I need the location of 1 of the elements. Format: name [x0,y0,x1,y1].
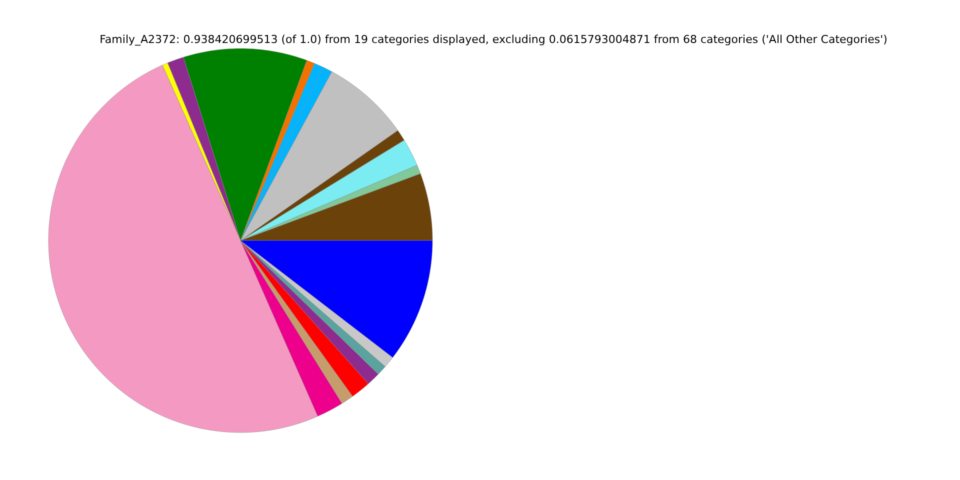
text: Family_A2372: 0.938420699513 (of 1.0) from 19 categories displayed, excluding 0.0615793004871 from 68 categories ('All Other Categories') [100,33,888,46]
